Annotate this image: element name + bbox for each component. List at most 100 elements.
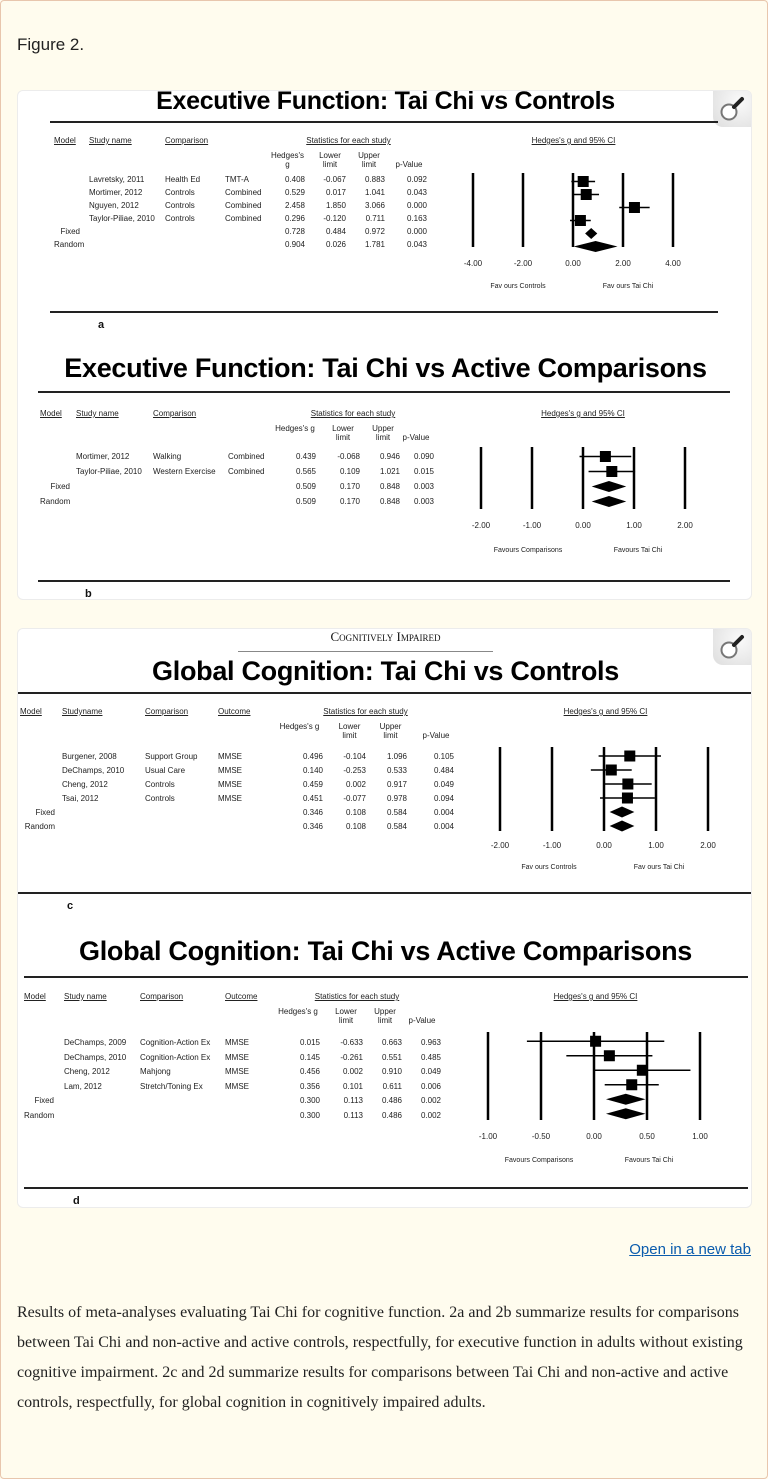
cell-hedges-g: 0.529 xyxy=(284,188,305,197)
cell-pvalue: 0.963 xyxy=(420,1038,441,1047)
col-header-outcome: Outcome xyxy=(218,707,251,716)
cell-lower: -0.104 xyxy=(343,752,366,761)
col-header-stat: Lower limit xyxy=(338,722,361,740)
cell-comparison: Health Ed xyxy=(165,175,201,184)
cell-hedges-g: 0.439 xyxy=(295,452,316,461)
col-header-stat: Upper limit xyxy=(374,1007,396,1025)
open-in-new-tab-link[interactable]: Open in a new tab xyxy=(629,1241,751,1258)
col-header-model: Model xyxy=(20,707,42,716)
cell-hedges-g: 0.451 xyxy=(302,794,323,803)
cell-outcome: Combined xyxy=(228,452,265,461)
cell-study: Burgener, 2008 xyxy=(62,752,117,761)
cell-lower: 0.484 xyxy=(325,227,346,236)
cell-upper: 0.848 xyxy=(379,497,400,506)
cell-comparison: Mahjong xyxy=(140,1067,171,1076)
cell-hedges-g: 0.140 xyxy=(302,766,323,775)
zoom-button[interactable] xyxy=(713,629,751,665)
cell-comparison: Controls xyxy=(145,794,175,803)
col-header-pvalue: p-Value xyxy=(422,731,450,740)
cell-upper: 0.551 xyxy=(381,1052,402,1062)
cell-outcome: Combined xyxy=(225,214,262,223)
x-tick-label: 0.00 xyxy=(596,841,612,850)
cell-lower: -0.067 xyxy=(323,175,346,184)
col-header-comparison: Comparison xyxy=(140,992,184,1001)
group-header: Statistics for each study xyxy=(314,992,400,1001)
cell-upper: 1.781 xyxy=(364,240,385,249)
cell-outcome: Combined xyxy=(225,188,262,197)
cell-hedges-g: 0.015 xyxy=(299,1038,320,1047)
cell-pvalue: 0.485 xyxy=(420,1052,441,1062)
magnifier-icon xyxy=(720,97,744,121)
cell-outcome: MMSE xyxy=(225,1052,249,1062)
forest-plot-area xyxy=(486,1032,702,1120)
cell-upper: 0.611 xyxy=(382,1081,402,1091)
x-tick-label: 0.50 xyxy=(639,1132,655,1141)
cell-model: Random xyxy=(24,1110,55,1120)
favours-right-label: Favours Tai Chi xyxy=(613,547,663,554)
x-tick-label: -1.00 xyxy=(522,521,542,530)
cell-pvalue: 0.000 xyxy=(406,201,427,210)
x-tick-label: 2.00 xyxy=(677,521,693,530)
group-header: Statistics for each study xyxy=(306,136,391,145)
figure-image-1[interactable]: Executive Function: Tai Chi vs Controls M… xyxy=(17,90,752,600)
panel-label: d xyxy=(73,1195,80,1207)
cell-study: Mortimer, 2012 xyxy=(89,188,143,197)
col-header-study: Study name xyxy=(76,409,119,418)
cell-comparison: Controls xyxy=(165,201,195,210)
x-tick-label: -2.00 xyxy=(513,259,533,268)
cell-hedges-g: 0.145 xyxy=(299,1052,320,1062)
cell-hedges-g: 0.300 xyxy=(299,1110,320,1120)
cell-outcome: MMSE xyxy=(225,1038,249,1047)
cell-comparison: Controls xyxy=(165,214,195,223)
cell-upper: 0.584 xyxy=(386,822,407,831)
cell-study: Tsai, 2012 xyxy=(62,794,99,803)
cell-hedges-g: 0.296 xyxy=(284,214,305,223)
cell-lower: 0.108 xyxy=(345,808,366,817)
cell-lower: 0.113 xyxy=(343,1110,363,1120)
col-header-stat: Upper limit xyxy=(379,722,402,740)
figure-label: Figure 2. xyxy=(17,35,85,54)
cell-study: Lam, 2012 xyxy=(64,1081,102,1091)
cell-pvalue: 0.043 xyxy=(406,240,427,249)
cell-lower: 0.101 xyxy=(342,1081,363,1091)
cell-model: Random xyxy=(40,497,71,506)
zoom-button[interactable] xyxy=(713,91,751,127)
cell-pvalue: 0.105 xyxy=(433,752,454,761)
group-header: Statistics for each study xyxy=(310,409,396,418)
figure-caption: Results of meta-analyses evaluating Tai … xyxy=(17,1304,743,1411)
x-tick-label: 0.00 xyxy=(565,259,581,268)
cell-upper: 0.972 xyxy=(364,227,385,236)
cell-lower: -0.261 xyxy=(340,1052,363,1062)
col-header-model: Model xyxy=(40,409,62,418)
cell-hedges-g: 0.408 xyxy=(284,175,305,184)
forest-plot-area xyxy=(479,447,687,509)
figure-image-2[interactable]: Cognitively Impaired Global Cognition: T… xyxy=(17,628,752,1208)
cell-upper: 1.041 xyxy=(364,188,385,197)
forest-plot-area xyxy=(498,747,710,832)
cell-hedges-g: 0.509 xyxy=(295,497,316,506)
cell-outcome: MMSE xyxy=(218,752,242,761)
x-tick-label: 2.00 xyxy=(700,841,716,850)
bottom-rule xyxy=(18,892,751,894)
cell-upper: 0.910 xyxy=(381,1067,402,1076)
favours-left-label: Favours Comparisons xyxy=(493,547,563,554)
col-header-study: Study name xyxy=(89,136,132,145)
x-tick-label: 0.00 xyxy=(575,521,591,530)
favours-left-label: Fav ours Controls xyxy=(521,864,577,871)
cell-pvalue: 0.006 xyxy=(420,1081,441,1091)
cell-upper: 0.883 xyxy=(364,175,385,184)
cell-pvalue: 0.002 xyxy=(420,1096,441,1105)
cell-outcome: TMT-A xyxy=(225,175,249,184)
cell-lower: -0.068 xyxy=(337,452,360,461)
cell-hedges-g: 0.346 xyxy=(302,808,323,817)
cell-hedges-g: 0.509 xyxy=(295,482,316,491)
x-tick-label: -1.00 xyxy=(478,1132,498,1141)
cell-upper: 0.946 xyxy=(379,452,400,461)
cell-hedges-g: 0.904 xyxy=(284,240,305,249)
col-header-comparison: Comparison xyxy=(145,707,189,716)
col-header-pvalue: p-Value xyxy=(395,160,423,169)
col-header-pvalue: p-Value xyxy=(402,433,430,442)
cell-outcome: Combined xyxy=(228,467,265,476)
plot-header: Hedges's g and 95% CI xyxy=(531,136,616,145)
cell-outcome: MMSE xyxy=(218,780,242,789)
